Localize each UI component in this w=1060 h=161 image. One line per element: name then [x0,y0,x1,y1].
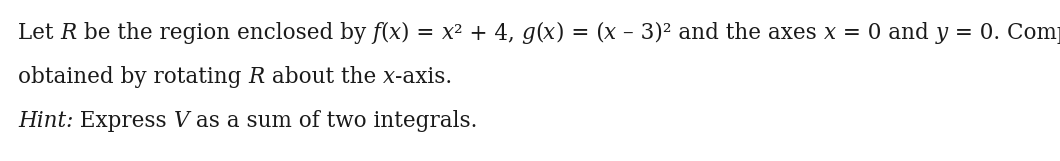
Text: x: x [383,66,395,88]
Text: – 3)² and the axes: – 3)² and the axes [616,22,824,44]
Text: Express: Express [73,110,174,132]
Text: obtained by rotating: obtained by rotating [18,66,248,88]
Text: about the: about the [265,66,383,88]
Text: R: R [248,66,265,88]
Text: V: V [174,110,190,132]
Text: x: x [544,22,555,44]
Text: = 0. Compute the volume: = 0. Compute the volume [948,22,1060,44]
Text: ) =: ) = [402,22,442,44]
Text: g: g [522,22,535,44]
Text: -axis.: -axis. [395,66,452,88]
Text: ) = (: ) = ( [555,22,604,44]
Text: x: x [442,22,454,44]
Text: f: f [373,22,381,44]
Text: (: ( [535,22,544,44]
Text: Let: Let [18,22,60,44]
Text: be the region enclosed by: be the region enclosed by [76,22,373,44]
Text: = 0 and: = 0 and [836,22,936,44]
Text: Hint:: Hint: [18,110,73,132]
Text: x: x [604,22,616,44]
Text: R: R [60,22,76,44]
Text: y: y [936,22,948,44]
Text: (: ( [381,22,389,44]
Text: x: x [389,22,402,44]
Text: as a sum of two integrals.: as a sum of two integrals. [190,110,478,132]
Text: x: x [824,22,836,44]
Text: ² + 4,: ² + 4, [454,22,522,44]
